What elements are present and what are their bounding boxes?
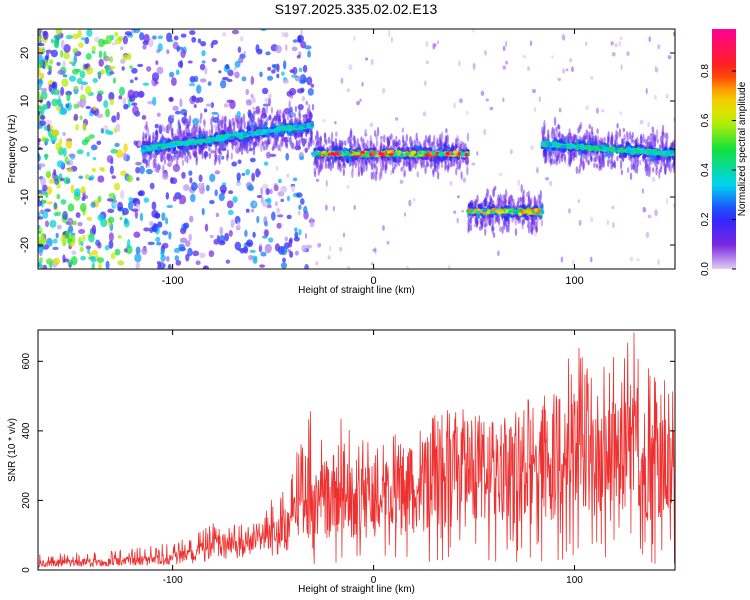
heatmap-segment-3 [466, 183, 545, 239]
colorbar-label: Normalized spectral amplitude [737, 81, 748, 216]
heatmap-segment-4 [540, 116, 675, 181]
colorbar-tick-label: 0.6 [700, 113, 711, 127]
snr-ylabel: SNR (10 * v/v) [7, 418, 18, 482]
colorbar-tick-label: 0.0 [700, 262, 711, 276]
spectrogram-ytick-label: 20 [19, 47, 31, 59]
colorbar [712, 29, 736, 269]
snr-xtick-label: -100 [163, 575, 183, 586]
snr-xtick-label: 100 [566, 575, 583, 586]
snr-frame [37, 329, 676, 571]
colorbar-tick-label: 0.8 [700, 64, 711, 78]
snr-ytick-label: 0 [21, 567, 32, 573]
heatmap-segment-2 [311, 126, 471, 182]
snr-series-line [38, 332, 675, 568]
spectrogram-ytick-label: 10 [19, 95, 31, 107]
spectrogram-xtick-label: 0 [371, 275, 377, 287]
spectrogram-area [38, 29, 675, 269]
spectrogram-ytick-label: 0 [19, 146, 31, 152]
spectrogram-xlabel: Height of straight line (km) [298, 285, 415, 296]
spectrogram-ylabel: Frequency (Hz) [7, 115, 18, 184]
colorbar-tick-label: 0.4 [700, 163, 711, 177]
colorbar-tick-label: 0.2 [700, 212, 711, 226]
spectrogram-ytick-label: -20 [19, 237, 31, 253]
figure-title: S197.2025.335.02.02.E13 [274, 1, 438, 17]
snr-xtick-label: 0 [371, 575, 377, 586]
snr-ytick-label: 600 [21, 353, 32, 370]
spectrogram-ytick-label: -10 [19, 189, 31, 205]
snr-ytick-label: 400 [21, 422, 32, 439]
spectrogram-xtick-label: 100 [565, 275, 583, 287]
snr-xlabel: Height of straight line (km) [298, 584, 415, 595]
heatmap-segment-1 [140, 100, 315, 174]
snr-ytick-label: 200 [21, 492, 32, 509]
spectrogram-xtick-label: -100 [162, 275, 184, 287]
